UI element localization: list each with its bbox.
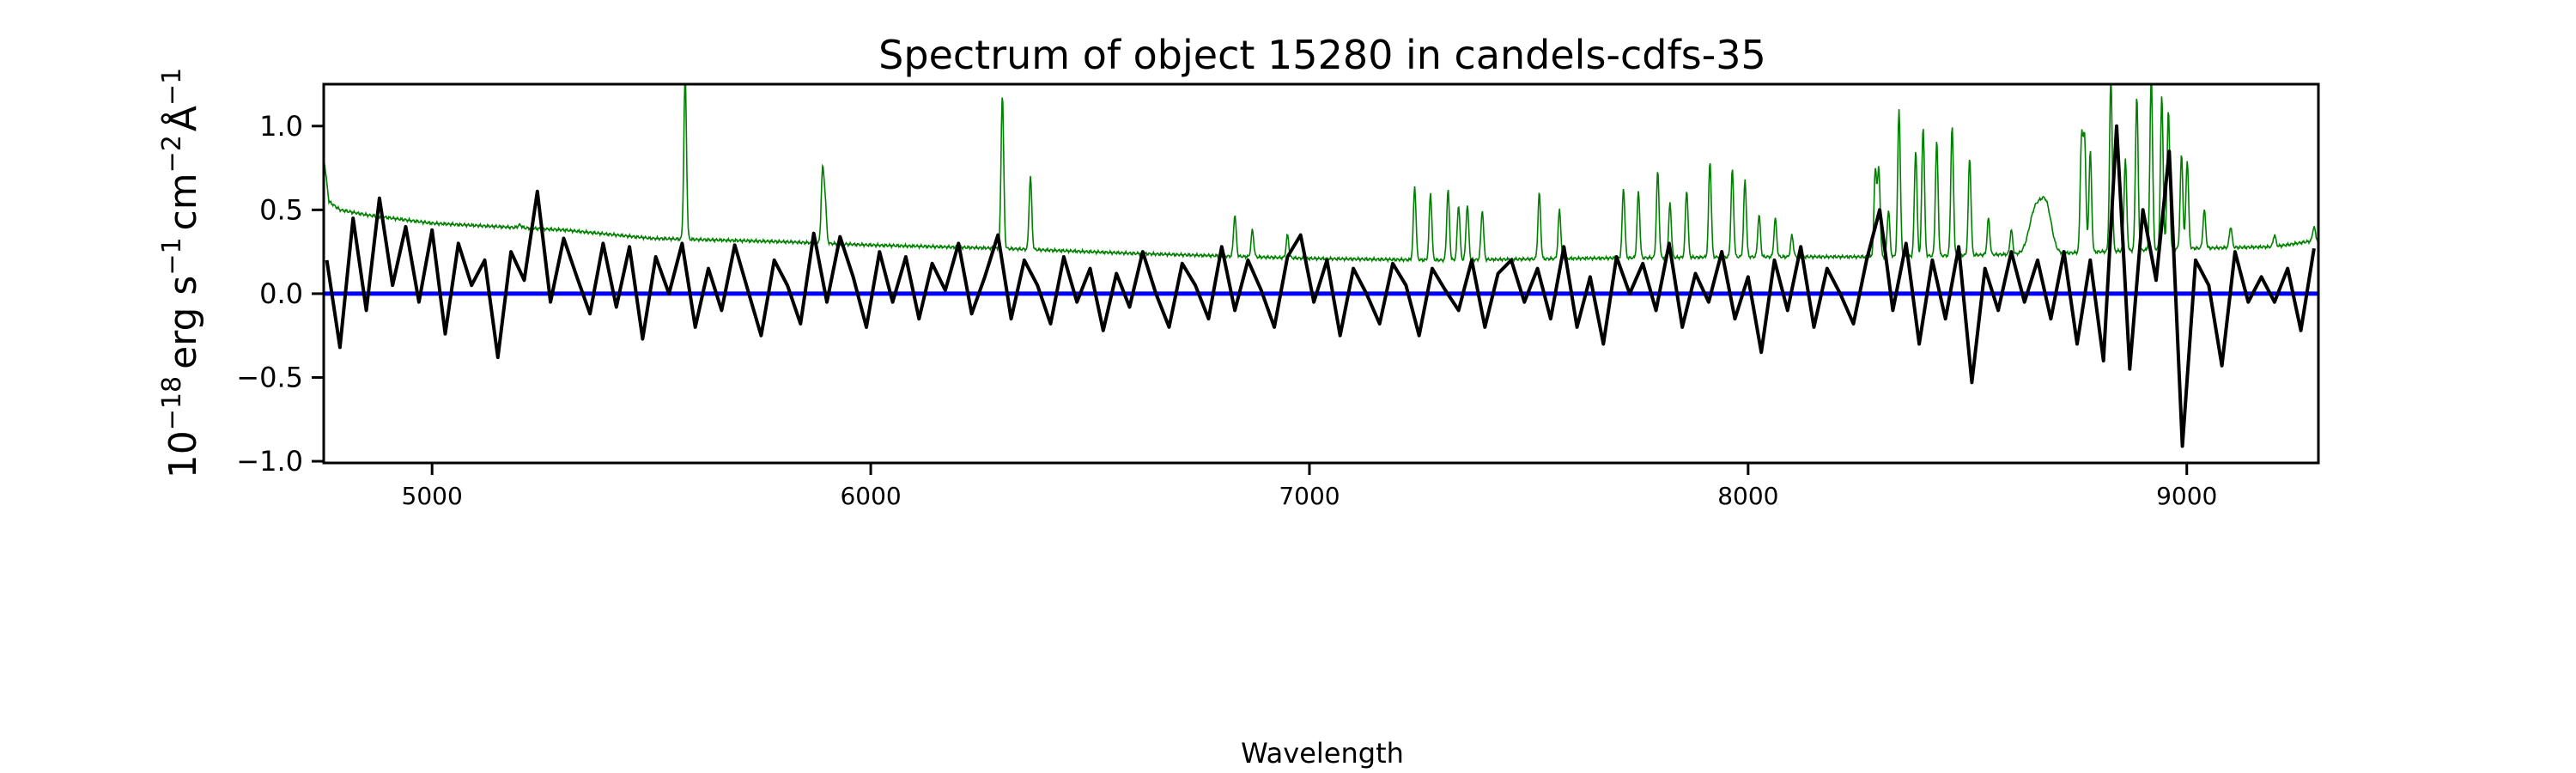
x-axis-label: Wavelength: [1241, 737, 1404, 770]
y-label-exp: −2: [157, 135, 187, 173]
y-label-exp: −18: [157, 376, 187, 430]
y-label-exp: −1: [157, 237, 187, 275]
chart-title: Spectrum of object 15280 in candels-cdfs…: [878, 32, 1766, 78]
x-tick-label: 6000: [840, 482, 901, 510]
y-label-exp: −1: [157, 68, 187, 106]
x-tick-label: 7000: [1279, 482, 1340, 510]
x-tick-label: 8000: [1717, 482, 1778, 510]
y-label-base: 10: [161, 430, 205, 478]
y-axis-label: 10−18erg s−1cm−2Å−1: [157, 68, 205, 478]
y-axis: −1.0 −0.5 0.0 0.5 1.0: [236, 110, 324, 478]
y-tick-label: 0.5: [259, 193, 303, 226]
y-tick-label: −0.5: [236, 361, 303, 393]
y-tick-label: −1.0: [236, 445, 303, 478]
axes-frame: [322, 82, 2320, 465]
x-tick-label: 5000: [402, 482, 463, 510]
flux-spectrum-line: [325, 124, 2316, 448]
y-label-unit: Å: [160, 106, 205, 131]
plot-area: [322, 82, 2320, 465]
error-spectrum-line: [324, 84, 2318, 264]
y-tick-label: 0.0: [259, 277, 303, 310]
y-tick-label: 1.0: [259, 110, 303, 143]
x-axis: 5000 6000 7000 8000 9000: [402, 463, 2217, 510]
y-label-unit: erg s: [161, 276, 205, 369]
x-tick-label: 9000: [2156, 482, 2217, 510]
y-label-unit: cm: [161, 173, 205, 230]
